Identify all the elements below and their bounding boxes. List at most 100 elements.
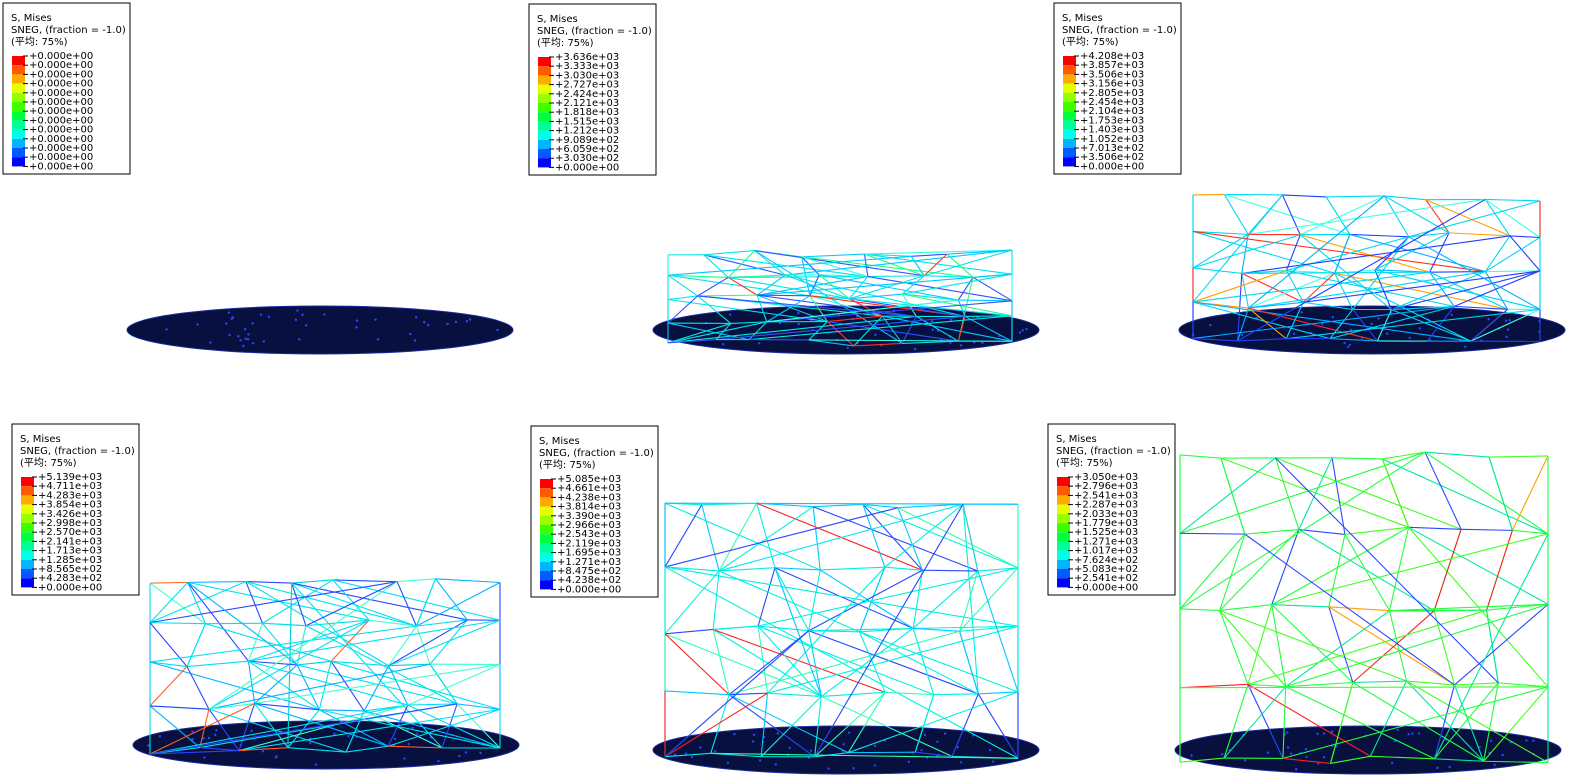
legend-swatch: [21, 578, 34, 588]
truss-member: [758, 625, 809, 632]
truss-member: [1374, 269, 1393, 310]
truss-member: [864, 249, 1013, 255]
legend-swatch: [12, 65, 25, 75]
truss-member: [915, 751, 953, 757]
disk-speckle: [1025, 327, 1028, 331]
disk-speckle: [1292, 332, 1296, 336]
truss-member: [1329, 682, 1354, 764]
truss-member: [186, 660, 249, 668]
disk-speckle: [1489, 739, 1493, 743]
truss-member: [247, 623, 263, 662]
truss-member: [1237, 198, 1486, 342]
truss-member: [1271, 533, 1549, 606]
disk-speckle: [454, 320, 458, 324]
truss-member: [149, 704, 408, 755]
truss-member: [728, 276, 850, 300]
legend-label: +3.333e+03: [555, 61, 619, 72]
truss-member: [667, 321, 767, 344]
truss-member: [821, 695, 953, 757]
disk-speckle: [446, 322, 449, 326]
truss-member: [1470, 308, 1509, 342]
truss-member: [774, 567, 821, 571]
truss-member: [859, 631, 1019, 693]
legend-swatch: [538, 149, 551, 159]
truss-member: [774, 567, 822, 697]
truss-member: [1509, 235, 1541, 272]
truss-member: [1498, 682, 1549, 688]
legend-swatch: [538, 121, 551, 131]
legend-swatch: [12, 148, 25, 158]
legend-swatch: [1063, 148, 1076, 158]
truss-member: [254, 663, 501, 705]
truss-member: [864, 253, 925, 277]
truss-member: [667, 315, 917, 344]
legend-label: +4.238e+02: [557, 575, 621, 586]
disk-speckle: [1386, 332, 1389, 335]
disk-speckle: [1508, 319, 1511, 322]
truss-member: [757, 294, 917, 317]
legend-label: +4.283e+03: [38, 490, 102, 501]
truss-member: [1179, 686, 1549, 689]
truss-member: [814, 696, 822, 757]
truss-member: [814, 503, 964, 758]
truss-member: [902, 340, 959, 344]
truss-member: [1391, 270, 1541, 311]
truss-member: [1429, 232, 1450, 273]
disk-speckle: [728, 313, 732, 316]
truss-member: [820, 566, 885, 571]
disk-speckle: [981, 341, 984, 345]
truss-member: [1179, 451, 1426, 610]
truss-member: [296, 664, 320, 711]
truss-member: [727, 250, 756, 278]
truss-member: [897, 507, 923, 571]
disk-speckle: [1390, 761, 1394, 765]
truss-member: [760, 696, 822, 758]
legend-swatch: [12, 157, 25, 167]
truss-member: [766, 300, 1013, 323]
disk-speckle: [242, 344, 245, 348]
disk-speckle: [992, 760, 995, 763]
disk-speckle: [191, 738, 194, 741]
disk-speckle: [726, 761, 730, 764]
truss-member: [785, 274, 850, 300]
truss-member: [713, 625, 759, 631]
legend-swatch: [1057, 504, 1070, 514]
truss-member: [247, 661, 256, 704]
truss-member: [1349, 233, 1409, 238]
legend-swatch: [12, 102, 25, 112]
disk-speckle: [214, 733, 217, 737]
legend-label: +1.271e+03: [1074, 536, 1138, 547]
truss-member: [1247, 604, 1273, 685]
truss-member: [1391, 305, 1455, 311]
truss-member: [1237, 307, 1250, 342]
truss-member: [1328, 534, 1346, 607]
legend-swatch: [12, 111, 25, 121]
truss-member: [697, 295, 732, 324]
disk-speckle: [827, 767, 830, 770]
truss-member: [1248, 301, 1304, 309]
truss-member: [1219, 529, 1300, 611]
legend-average: (平均: 75%): [20, 457, 77, 469]
truss-member: [664, 692, 768, 758]
truss-member: [885, 691, 934, 696]
disk-speckle: [758, 342, 761, 345]
legend-swatch: [12, 129, 25, 139]
truss-member: [245, 581, 389, 667]
disk-speckle: [314, 763, 318, 766]
legend-label: +0.000e+00: [29, 152, 93, 163]
truss-member: [697, 276, 729, 297]
truss-member: [1454, 305, 1508, 310]
legend-label: +0.000e+00: [1074, 582, 1138, 593]
truss-member: [287, 747, 347, 753]
disk-speckle: [215, 729, 218, 732]
truss-member: [664, 504, 703, 568]
legend-swatch: [1057, 495, 1070, 505]
legend-label: +9.089e+02: [555, 135, 619, 146]
truss-member: [1388, 527, 1410, 611]
disk-speckle: [1448, 765, 1451, 769]
truss-member: [245, 581, 417, 627]
truss-member: [1192, 337, 1238, 342]
truss-member: [1334, 272, 1471, 342]
